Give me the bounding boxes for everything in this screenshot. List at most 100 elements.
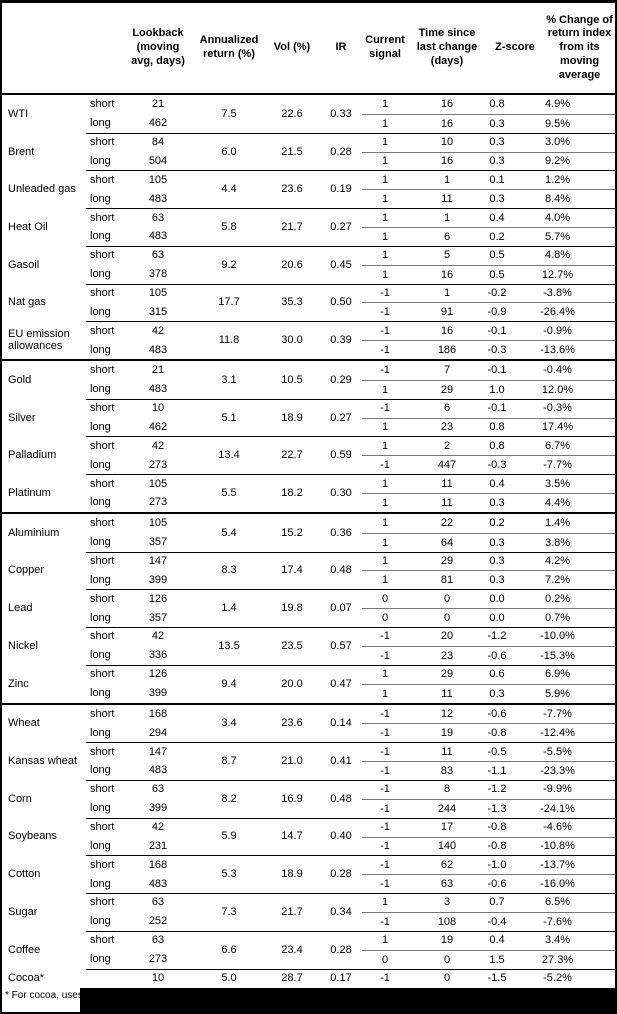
z-score-value: 0.3 — [486, 113, 544, 133]
lookback-value: 63 — [151, 783, 165, 796]
ir-value: 0.36 — [330, 526, 352, 539]
z-score-value: 0.5 — [486, 264, 544, 284]
pct-change-value: 4.9% — [544, 98, 571, 111]
z-score-value: 0.3 — [486, 532, 544, 552]
side-label: long — [90, 573, 111, 586]
z-score-value: 1.0 — [486, 379, 544, 399]
commodity-row-group: Aluminium 5.4 15.2 0.36 short 105 1 22 0.2 1.4% lo… — [2, 514, 615, 552]
vol-value: 23.4 — [281, 943, 303, 956]
pct-change-value: 27.3% — [542, 949, 615, 969]
commodity-row-group: Silver 5.1 18.9 0.27 short 10 -1 6 -0.1 -0.3% long… — [2, 398, 615, 437]
lookback-value: 105 — [148, 517, 168, 530]
lookback-value: 147 — [148, 745, 168, 758]
annualized-return-value: 6.6 — [221, 943, 237, 956]
z-score-value: 0.5 — [489, 249, 505, 262]
commodity-row-group: Copper 8.3 17.4 0.48 short 147 1 29 0.3 4.2% long 3… — [2, 551, 615, 590]
side-label: short — [90, 136, 115, 149]
commodity-row-group: Cotton 5.3 18.9 0.28 short 168 -1 62 -1.0 -13.7% l… — [2, 855, 615, 893]
lookback-value: 378 — [148, 268, 168, 281]
commodity-row-group: Unleaded gas 4.4 23.6 0.19 short 105 1 1 0.1 1.2%… — [2, 170, 615, 208]
lookback-value: 147 — [148, 555, 168, 567]
lookback-value: 483 — [148, 383, 168, 396]
side-label: short — [90, 745, 115, 758]
lookback-value: 10 — [151, 402, 165, 415]
commodity-row-group: Gold 3.1 10.5 0.29 short 21 -1 7 -0.1 -0.4% long 48… — [2, 361, 615, 399]
pct-change-value: 9.2% — [544, 151, 615, 171]
vol-value: 17.4 — [281, 564, 303, 577]
pct-change-value: 7.2% — [544, 570, 615, 589]
table-header-row: Lookback (moving avg, days) Annualized r… — [2, 3, 615, 95]
ir-value: 0.33 — [330, 107, 352, 120]
side-label: short — [90, 98, 115, 111]
annualized-return-value: 5.8 — [221, 220, 237, 233]
z-score-value: -0.8 — [487, 821, 507, 834]
current-signal-value: 1 — [362, 532, 408, 552]
commodity-row-group: EU emission allowances 11.8 30.0 0.39 short 4… — [2, 321, 615, 359]
pct-change-value: 3.0% — [544, 136, 571, 149]
annualized-return-value: 4.4 — [221, 183, 237, 196]
ir-value: 0.59 — [330, 449, 352, 462]
column-header-side — [86, 3, 122, 93]
z-score-value: -0.6 — [487, 707, 507, 720]
z-score-value: -0.9 — [486, 302, 544, 321]
pct-change-value: -16.0% — [540, 874, 615, 893]
pct-change-value: -4.6% — [543, 821, 572, 834]
z-score-value: 0.8 — [489, 98, 505, 111]
time-since-change-value: 0 — [408, 608, 486, 627]
annualized-return-value: 9.2 — [221, 258, 237, 271]
side-label: short — [90, 286, 115, 299]
time-since-change-value: 1 — [443, 173, 451, 186]
commodity-name: WTI — [8, 107, 29, 120]
current-signal-value: -1 — [362, 836, 408, 856]
time-since-change-value: 244 — [408, 798, 486, 818]
lookback-value: 483 — [148, 192, 168, 205]
z-score-value: -0.1 — [487, 364, 507, 377]
lookback-value: 42 — [151, 821, 165, 834]
pct-change-value: -26.4% — [540, 302, 615, 321]
current-signal-value: 1 — [362, 264, 408, 284]
redaction-block — [80, 988, 615, 1012]
annualized-return-value: 5.5 — [221, 487, 237, 499]
side-label: long — [90, 536, 111, 549]
vol-value: 19.8 — [281, 602, 303, 615]
time-since-change-value: 6 — [408, 227, 486, 246]
current-signal-value: -1 — [380, 783, 390, 796]
lookback-value: 252 — [148, 915, 168, 928]
z-score-value: 0.2 — [486, 227, 544, 246]
lookback-value: 294 — [148, 726, 168, 739]
commodity-name: Cocoa* — [8, 971, 45, 984]
time-since-change-value: 3 — [443, 896, 451, 909]
commodity-row-group: Cocoa* 5.0 28.7 0.17 10 -1 0 -1.5 -5.2% — [2, 968, 615, 988]
side-label: long — [90, 877, 111, 890]
current-signal-value: 1 — [381, 896, 389, 909]
annualized-return-value: 5.4 — [221, 526, 237, 539]
pct-change-value: 6.9% — [544, 668, 571, 681]
z-score-value: -0.5 — [487, 745, 507, 758]
commodity-row-group: Wheat 3.4 23.6 0.14 short 168 -1 12 -0.6 -7.7% lon… — [2, 705, 615, 743]
current-signal-value: -1 — [362, 302, 408, 321]
lookback-value: 462 — [148, 420, 168, 433]
current-signal-value: 1 — [381, 555, 389, 567]
lookback-value: 357 — [148, 536, 168, 549]
column-header-time-since-change: Time since last change (days) — [416, 27, 478, 67]
lookback-value: 399 — [148, 573, 168, 586]
current-signal-value: -1 — [380, 745, 390, 758]
time-since-change-value: 11 — [441, 477, 453, 490]
table-body: WTI 7.5 22.6 0.33 short 21 1 16 0.8 4.9% long 462 1 1… — [2, 95, 615, 987]
ir-value: 0.48 — [330, 792, 352, 805]
column-header-lookback: Lookback (moving avg, days) — [131, 27, 185, 67]
annualized-return-value: 13.4 — [218, 449, 240, 462]
z-score-value: -1.5 — [487, 971, 507, 984]
lookback-value: 462 — [148, 117, 168, 130]
time-since-change-value: 29 — [440, 555, 454, 567]
z-score-value: 0.4 — [489, 211, 505, 224]
z-score-value: -1.1 — [486, 761, 544, 780]
annualized-return-value: 5.3 — [221, 868, 237, 881]
ir-value: 0.28 — [330, 145, 352, 158]
commodity-name: Coffee — [8, 943, 41, 956]
vol-value: 30.0 — [281, 334, 303, 347]
commodity-row-group: Corn 8.2 16.9 0.48 short 63 -1 8 -1.2 -9.9% long 39… — [2, 779, 615, 818]
time-since-change-value: 0 — [443, 971, 451, 984]
time-since-change-value: 63 — [408, 874, 486, 893]
side-label: long — [90, 953, 111, 966]
